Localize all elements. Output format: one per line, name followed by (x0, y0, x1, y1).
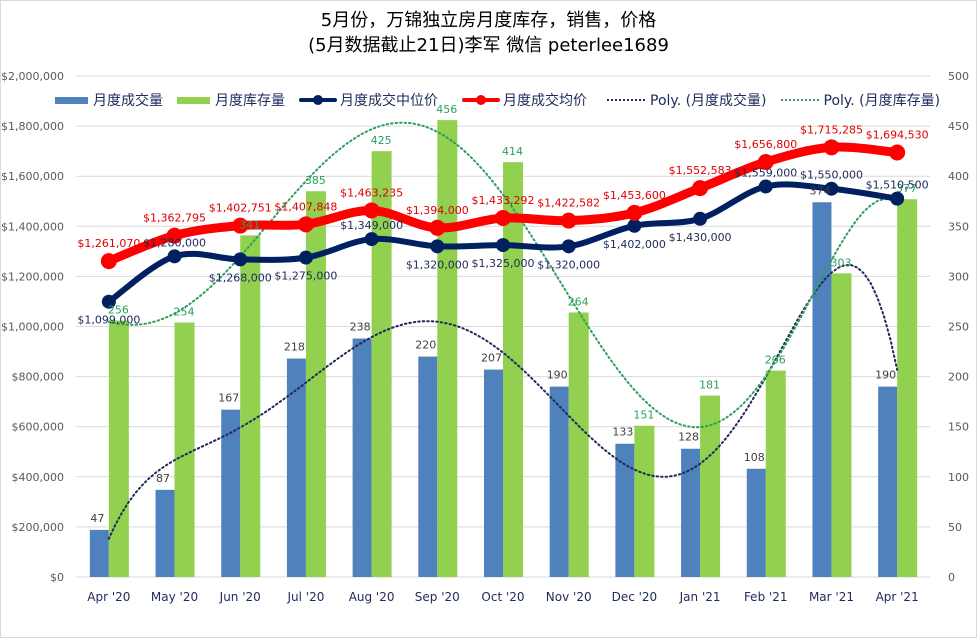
legend-item-poly-inventory: Poly. (月度库存量) (780, 90, 941, 110)
chart-title: 5月份，万锦独立房月度库存，销售，价格 (5月数据截止21日)李军 微信 pet… (0, 8, 977, 58)
legend-swatch-sales (55, 96, 88, 104)
legend-label-inventory: 月度库存量 (215, 93, 285, 109)
legend-item-sales: 月度成交量 (55, 90, 163, 110)
legend-label-median: 月度成交中位价 (340, 93, 438, 109)
legend-item-median: 月度成交中位价 (299, 90, 438, 110)
legend-swatch-inventory (177, 96, 210, 104)
legend-item-poly-sales: Poly. (月度成交量) (607, 90, 767, 110)
legend-label-poly-sales: Poly. (月度成交量) (650, 93, 767, 109)
chart-title-line2: (5月数据截止21日)李军 微信 peterlee1689 (308, 35, 669, 56)
legend-label-poly-inventory: Poly. (月度库存量) (823, 93, 941, 109)
legend-marker-poly-sales (607, 99, 645, 101)
legend-label-sales: 月度成交量 (93, 93, 163, 109)
legend: 月度成交量 月度库存量 月度成交中位价 月度成交均价 Poly. (月度成交量)… (55, 89, 954, 111)
legend-marker-average (462, 93, 500, 107)
legend-marker-median (299, 93, 337, 107)
legend-item-inventory: 月度库存量 (177, 90, 285, 110)
legend-label-average: 月度成交均价 (503, 93, 587, 109)
legend-marker-poly-inventory (780, 99, 819, 101)
legend-item-average: 月度成交均价 (462, 90, 587, 110)
chart-title-line1: 5月份，万锦独立房月度库存，销售，价格 (320, 10, 657, 31)
